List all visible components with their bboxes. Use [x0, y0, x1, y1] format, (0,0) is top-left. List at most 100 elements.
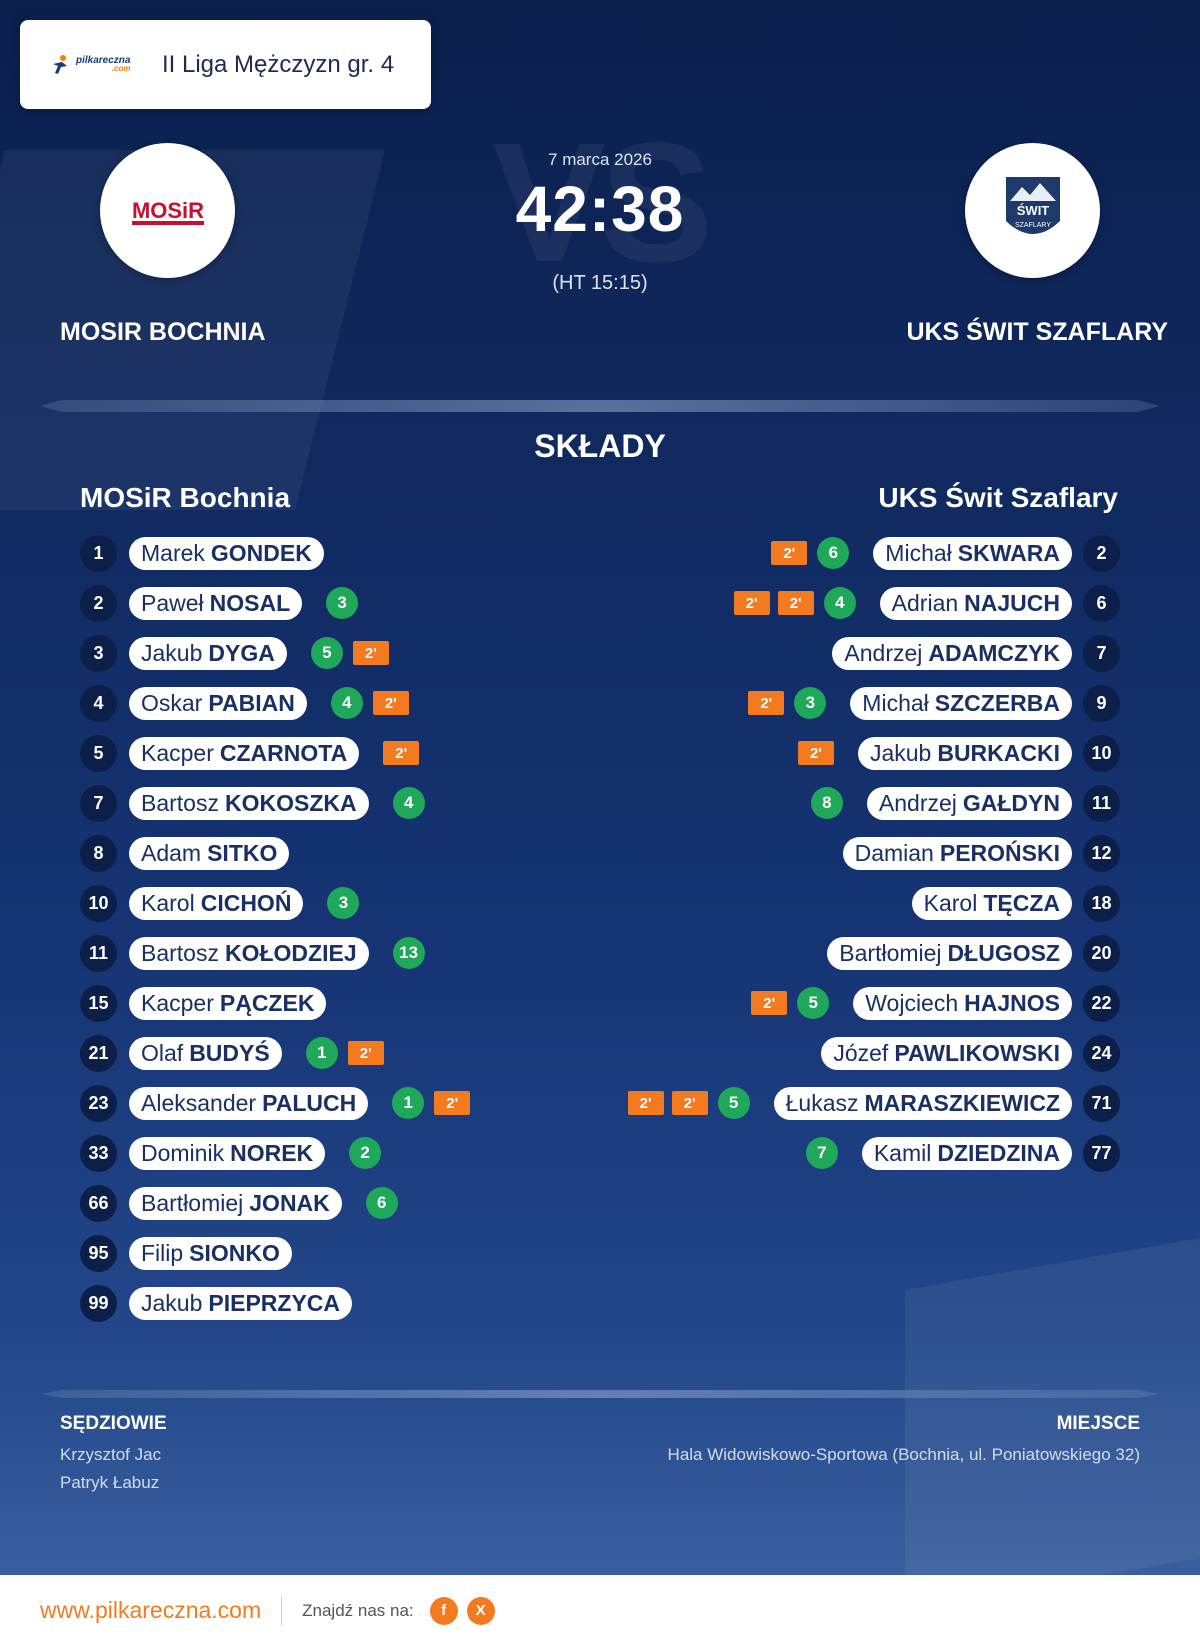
player-last-name: TĘCZA [983, 889, 1060, 916]
away-logo-subtext: SZAFLARY [1014, 222, 1050, 229]
goals-badge: 4 [330, 687, 363, 719]
player-stats: 7 [805, 1137, 838, 1169]
vs-watermark: VS [492, 108, 714, 298]
player-last-name: DŁUGOSZ [947, 939, 1060, 966]
player-row: 6 Adrian NAJUCH 4 2' 2' [560, 578, 1120, 628]
player-name: Jakub PIEPRZYCA [129, 1286, 353, 1320]
home-logo-text: MOSiR [131, 198, 203, 223]
match-card: VS pilkareczna .com II Liga Mężczyzn gr.… [0, 0, 1200, 1575]
divider [40, 400, 1160, 412]
player-number: 99 [80, 1284, 117, 1322]
player-number: 3 [80, 634, 117, 672]
player-first-name: Karol [923, 889, 978, 916]
player-last-name: GONDEK [210, 539, 312, 566]
player-row: 11 Bartosz KOŁODZIEJ 13 [80, 928, 640, 978]
suspensions: 2' [748, 691, 785, 715]
player-name: Damian PEROŃSKI [842, 836, 1072, 870]
player-number: 21 [80, 1034, 117, 1072]
player-last-name: BURKACKI [937, 739, 1060, 766]
suspensions: 2' [434, 1091, 471, 1115]
player-stats: 3 2' [748, 687, 827, 719]
suspensions: 2' [347, 1041, 384, 1065]
player-name: Jakub DYGA [129, 636, 287, 670]
player-row: 24 Józef PAWLIKOWSKI [560, 1028, 1120, 1078]
website-link[interactable]: www.pilkareczna.com [40, 1597, 262, 1623]
player-name: Karol CICHOŃ [129, 886, 304, 920]
player-stats: 2 [349, 1137, 382, 1169]
player-last-name: PĄCZEK [219, 989, 315, 1016]
x-icon[interactable]: X [466, 1596, 495, 1625]
player-number: 6 [1083, 584, 1120, 622]
player-name: Andrzej GAŁDYN [866, 786, 1072, 820]
player-row: 10 Karol CICHOŃ 3 [80, 878, 640, 928]
player-row: 7 Bartosz KOKOSZKA 4 [80, 778, 640, 828]
player-last-name: HAJNOS [964, 989, 1060, 1016]
player-name: Bartosz KOKOSZKA [129, 786, 369, 820]
home-lineup-title: MOSiR Bochnia [80, 482, 291, 513]
player-first-name: Jakub [141, 1289, 203, 1316]
player-first-name: Kacper [141, 739, 214, 766]
player-name: Karol TĘCZA [911, 886, 1072, 920]
player-last-name: CZARNOTA [219, 739, 348, 766]
player-row: 7 Andrzej ADAMCZYK [560, 628, 1120, 678]
player-first-name: Adrian [891, 589, 959, 616]
player-name: Jakub BURKACKI [857, 736, 1072, 770]
player-last-name: NOREK [230, 1139, 314, 1166]
player-name: Bartosz KOŁODZIEJ [129, 936, 369, 970]
player-number: 95 [80, 1234, 117, 1272]
venue-label: MIEJSCE [1056, 1413, 1140, 1434]
goals-badge: 5 [717, 1087, 750, 1119]
player-last-name: SZCZERBA [934, 689, 1060, 716]
suspension-badge: 2' [777, 591, 814, 615]
player-last-name: PIEPRZYCA [208, 1289, 341, 1316]
player-name: Michał SZCZERBA [850, 686, 1072, 720]
player-first-name: Kamil [873, 1139, 932, 1166]
player-name: Filip SIONKO [129, 1236, 292, 1270]
player-stats: 6 2' [771, 537, 850, 569]
goals-badge: 1 [305, 1037, 338, 1069]
player-first-name: Jakub [141, 639, 203, 666]
player-last-name: GAŁDYN [962, 789, 1060, 816]
player-row: 2 Michał SKWARA 6 2' [560, 528, 1120, 578]
goals-badge: 8 [810, 787, 843, 819]
player-number: 18 [1083, 884, 1120, 922]
player-name: Adrian NAJUCH [879, 586, 1072, 620]
player-first-name: Bartłomiej [839, 939, 942, 966]
player-row: 3 Jakub DYGA 5 2' [80, 628, 640, 678]
player-last-name: PEROŃSKI [939, 839, 1060, 866]
player-first-name: Andrzej [844, 639, 923, 666]
player-number: 11 [1083, 784, 1120, 822]
player-last-name: JONAK [249, 1189, 330, 1216]
halftime-score: (HT 15:15) [552, 272, 648, 294]
player-name: Kacper PĄCZEK [129, 986, 327, 1020]
player-row: 9 Michał SZCZERBA 3 2' [560, 678, 1120, 728]
player-row: 4 Oskar PABIAN 4 2' [80, 678, 640, 728]
player-stats: 4 2' 2' [733, 587, 856, 619]
player-number: 1 [80, 534, 117, 572]
player-first-name: Łukasz [785, 1089, 859, 1116]
background-shape [905, 1230, 1200, 1575]
player-first-name: Michał [862, 689, 929, 716]
goals-badge: 4 [823, 587, 856, 619]
suspension-badge: 2' [771, 541, 808, 565]
suspension-badge: 2' [627, 1091, 664, 1115]
league-header: pilkareczna .com II Liga Mężczyzn gr. 4 [20, 20, 431, 109]
official-name: Patryk Łabuz [60, 1473, 160, 1492]
player-number: 9 [1083, 684, 1120, 722]
match-date: 7 marca 2026 [548, 150, 652, 169]
player-first-name: Kacper [141, 989, 214, 1016]
player-number: 7 [80, 784, 117, 822]
goals-badge: 5 [310, 637, 343, 669]
footer: www.pilkareczna.com Znajdź nas na: f X [0, 1575, 1200, 1646]
suspension-badge: 2' [372, 691, 409, 715]
officials-label: SĘDZIOWIE [60, 1413, 167, 1434]
player-name: Kamil DZIEDZINA [861, 1136, 1072, 1170]
goals-badge: 6 [817, 537, 850, 569]
player-stats: 5 2' 2' [627, 1087, 750, 1119]
player-number: 5 [80, 734, 117, 772]
logo-subtext: .com [111, 64, 131, 74]
suspension-badge: 2' [352, 641, 389, 665]
player-stats: 4 [392, 787, 425, 819]
venue-section: MIEJSCE Hala Widowiskowo-Sportowa (Bochn… [668, 1413, 1140, 1469]
facebook-icon[interactable]: f [429, 1596, 458, 1625]
